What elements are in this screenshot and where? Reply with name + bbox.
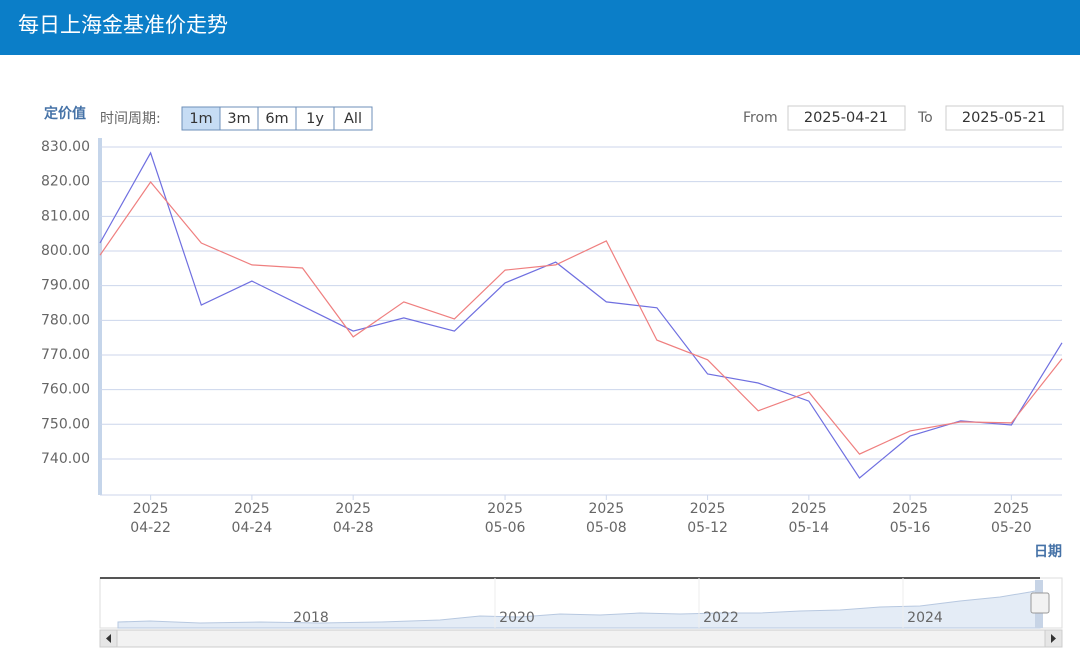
header-title: 每日上海金基准价走势 bbox=[18, 13, 228, 37]
x-tick-label: 05-06 bbox=[485, 520, 526, 536]
navigator-label: 2024 bbox=[907, 610, 943, 626]
range-button-label[interactable]: 6m bbox=[265, 111, 288, 127]
y-tick-label: 800.00 bbox=[41, 243, 90, 259]
x-tick-label: 2025 bbox=[133, 501, 169, 517]
navigator-label: 2022 bbox=[703, 610, 739, 626]
range-button-label[interactable]: All bbox=[344, 111, 362, 127]
y-tick-label: 760.00 bbox=[41, 382, 90, 398]
arrow-right bbox=[1051, 634, 1056, 643]
range-label: 时间周期: bbox=[100, 111, 161, 127]
x-tick-label: 05-16 bbox=[890, 520, 931, 536]
y-tick-label: 750.00 bbox=[41, 416, 90, 432]
from-value[interactable]: 2025-04-21 bbox=[804, 110, 888, 126]
y-tick-label: 830.00 bbox=[41, 139, 90, 155]
x-tick-label: 2025 bbox=[487, 501, 523, 517]
x-tick-label: 04-22 bbox=[130, 520, 171, 536]
y-tick-label: 770.00 bbox=[41, 347, 90, 363]
x-tick-label: 05-20 bbox=[991, 520, 1032, 536]
x-tick-label: 05-08 bbox=[586, 520, 627, 536]
y-tick-label: 740.00 bbox=[41, 451, 90, 467]
x-tick-label: 05-14 bbox=[788, 520, 829, 536]
x-tick-label: 2025 bbox=[234, 501, 270, 517]
series-line bbox=[99, 181, 1063, 455]
navigator-label: 2020 bbox=[499, 610, 535, 626]
y-axis-bar bbox=[98, 138, 102, 495]
range-button-label[interactable]: 1m bbox=[189, 111, 212, 127]
to-value[interactable]: 2025-05-21 bbox=[962, 110, 1046, 126]
range-button[interactable] bbox=[333, 106, 373, 131]
to-input[interactable] bbox=[945, 105, 1064, 131]
y-tick-label: 790.00 bbox=[41, 278, 90, 294]
navigator-handle[interactable] bbox=[1030, 592, 1050, 614]
arrow-left bbox=[106, 634, 111, 643]
from-input[interactable] bbox=[787, 105, 906, 131]
x-tick-label: 04-28 bbox=[333, 520, 374, 536]
scrollbar[interactable] bbox=[99, 629, 1063, 648]
range-button-label[interactable]: 1y bbox=[306, 111, 324, 127]
y-tick-label: 810.00 bbox=[41, 208, 90, 224]
range-button-label[interactable]: 3m bbox=[227, 111, 250, 127]
navigator-area bbox=[117, 589, 1041, 629]
y-tick-label: 780.00 bbox=[41, 312, 90, 328]
to-label: To bbox=[917, 110, 933, 126]
navigator-label: 2018 bbox=[293, 610, 329, 626]
y-axis-title: 定价值 bbox=[44, 105, 86, 122]
x-tick-label: 04-24 bbox=[232, 520, 273, 536]
header-bar bbox=[0, 0, 1080, 55]
x-tick-label: 05-12 bbox=[687, 520, 728, 536]
x-tick-label: 2025 bbox=[335, 501, 371, 517]
x-tick-label: 2025 bbox=[994, 501, 1030, 517]
x-tick-label: 2025 bbox=[791, 501, 827, 517]
y-tick-label: 820.00 bbox=[41, 174, 90, 190]
series-line bbox=[99, 151, 1063, 479]
from-label: From bbox=[743, 110, 778, 126]
x-tick-label: 2025 bbox=[588, 501, 624, 517]
x-tick-label: 2025 bbox=[690, 501, 726, 517]
x-tick-label: 2025 bbox=[892, 501, 928, 517]
x-axis-title: 日期 bbox=[1034, 544, 1062, 560]
